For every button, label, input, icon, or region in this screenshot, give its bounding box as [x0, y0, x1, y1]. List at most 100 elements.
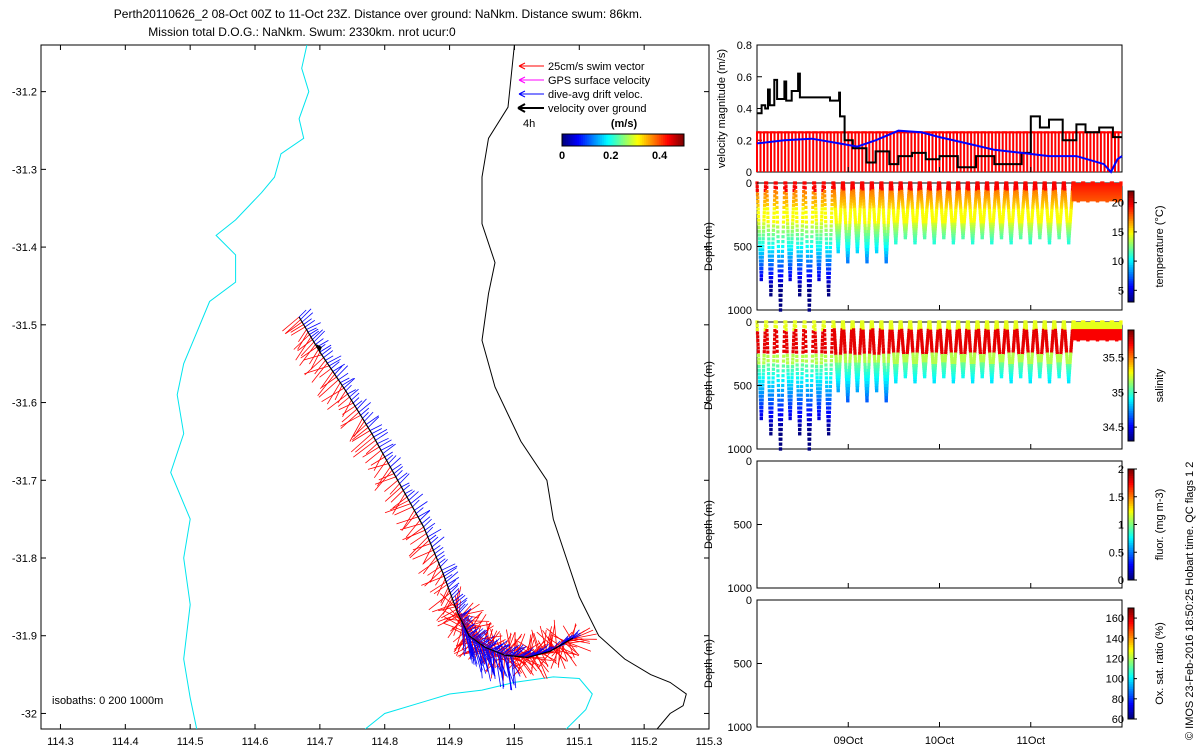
section-dot: [883, 372, 886, 375]
section-dot: [795, 203, 798, 206]
colorbar-title: (m/s): [611, 118, 638, 130]
section-dot: [863, 354, 866, 357]
vel-y-tick-label: 0.4: [737, 104, 752, 116]
section-dot: [806, 250, 809, 253]
section-colorbar-cell: [1128, 288, 1134, 291]
section-dot: [765, 325, 768, 328]
section-dot: [765, 190, 768, 193]
section-dot: [801, 233, 804, 236]
section-dot: [800, 394, 803, 397]
section-dot: [868, 206, 871, 209]
section-dot: [815, 369, 818, 372]
section-dot: [761, 252, 764, 255]
section-dot: [766, 338, 769, 341]
section-dot: [866, 381, 869, 384]
section-dot: [952, 241, 955, 244]
section-dot: [756, 189, 759, 192]
section-dot: [818, 395, 821, 398]
section-dot: [771, 242, 774, 245]
section-dot: [864, 233, 867, 236]
section-dot: [816, 376, 819, 379]
section-dot: [791, 354, 794, 357]
section-dot: [772, 372, 775, 375]
section-dot: [817, 417, 820, 420]
section-dot: [776, 374, 779, 377]
section-dot: [777, 403, 780, 406]
section-dot: [794, 333, 797, 336]
section-dot: [869, 339, 872, 342]
section-dot: [867, 239, 870, 242]
section-dot: [804, 191, 807, 194]
section-dot: [885, 257, 888, 260]
section-dot: [845, 233, 848, 236]
section-dot: [863, 348, 866, 351]
section-dot: [810, 374, 813, 377]
section-dot: [886, 381, 889, 384]
section-dot: [789, 398, 792, 401]
section-dot: [760, 263, 763, 266]
section-dot: [880, 323, 883, 326]
section-dot: [888, 339, 891, 342]
section-dot: [848, 230, 851, 233]
section-dot: [815, 358, 818, 361]
section-dot: [831, 203, 834, 206]
y-tick-label: -31.3: [12, 164, 37, 176]
section-dot: [846, 396, 849, 399]
section-dot: [881, 339, 884, 342]
section-dot: [1010, 241, 1013, 244]
section-dot: [894, 380, 897, 383]
x-tick-label: 114.5: [177, 736, 204, 748]
section-dot: [799, 285, 802, 288]
section-dot: [1029, 241, 1032, 244]
section-dot: [780, 428, 783, 431]
section-dot: [825, 372, 828, 375]
section-dot: [779, 304, 782, 307]
section-dot: [864, 366, 867, 369]
section-dot: [846, 399, 849, 402]
section-dot: [772, 368, 775, 371]
section-dot: [805, 221, 808, 224]
section-dot: [848, 363, 851, 366]
section-dot: [775, 330, 778, 333]
x-tick-label: 115.2: [631, 736, 658, 748]
section-dot: [863, 209, 866, 212]
section-dot: [780, 418, 783, 421]
section-dot: [782, 350, 785, 353]
section-dot: [765, 186, 768, 189]
section-dot: [875, 250, 878, 253]
section-band: [1072, 339, 1122, 340]
section-dot: [843, 206, 846, 209]
section-dot: [885, 248, 888, 251]
section-dot: [882, 209, 885, 212]
section-dot: [801, 359, 804, 362]
section-dot: [1048, 380, 1051, 383]
section-dot: [820, 354, 823, 357]
section-dot: [804, 211, 807, 214]
section-dot: [868, 345, 871, 348]
section-dot: [786, 369, 789, 372]
section-dot: [794, 181, 797, 184]
section-dot: [786, 211, 789, 214]
section-dot: [827, 293, 830, 296]
section-dot: [779, 438, 782, 441]
x-tick-label: 114.6: [242, 736, 269, 748]
section-dot: [864, 227, 867, 230]
section-colorbar-cell: [1128, 221, 1134, 224]
section-dot: [780, 413, 783, 416]
section-dot: [844, 218, 847, 221]
section-dot: [791, 219, 794, 222]
section-dot: [826, 394, 829, 397]
section-dot: [760, 413, 763, 416]
section-dot: [849, 212, 852, 215]
section-dot: [825, 376, 828, 379]
section-dot: [825, 389, 828, 392]
section-dot: [777, 379, 780, 382]
section-dot: [799, 267, 802, 270]
section-dot: [847, 251, 850, 254]
section-dot: [787, 376, 790, 379]
section-colorbar-cell: [1128, 235, 1134, 238]
section-dot: [773, 212, 776, 215]
section-dot: [848, 233, 851, 236]
section-dot: [818, 410, 821, 413]
